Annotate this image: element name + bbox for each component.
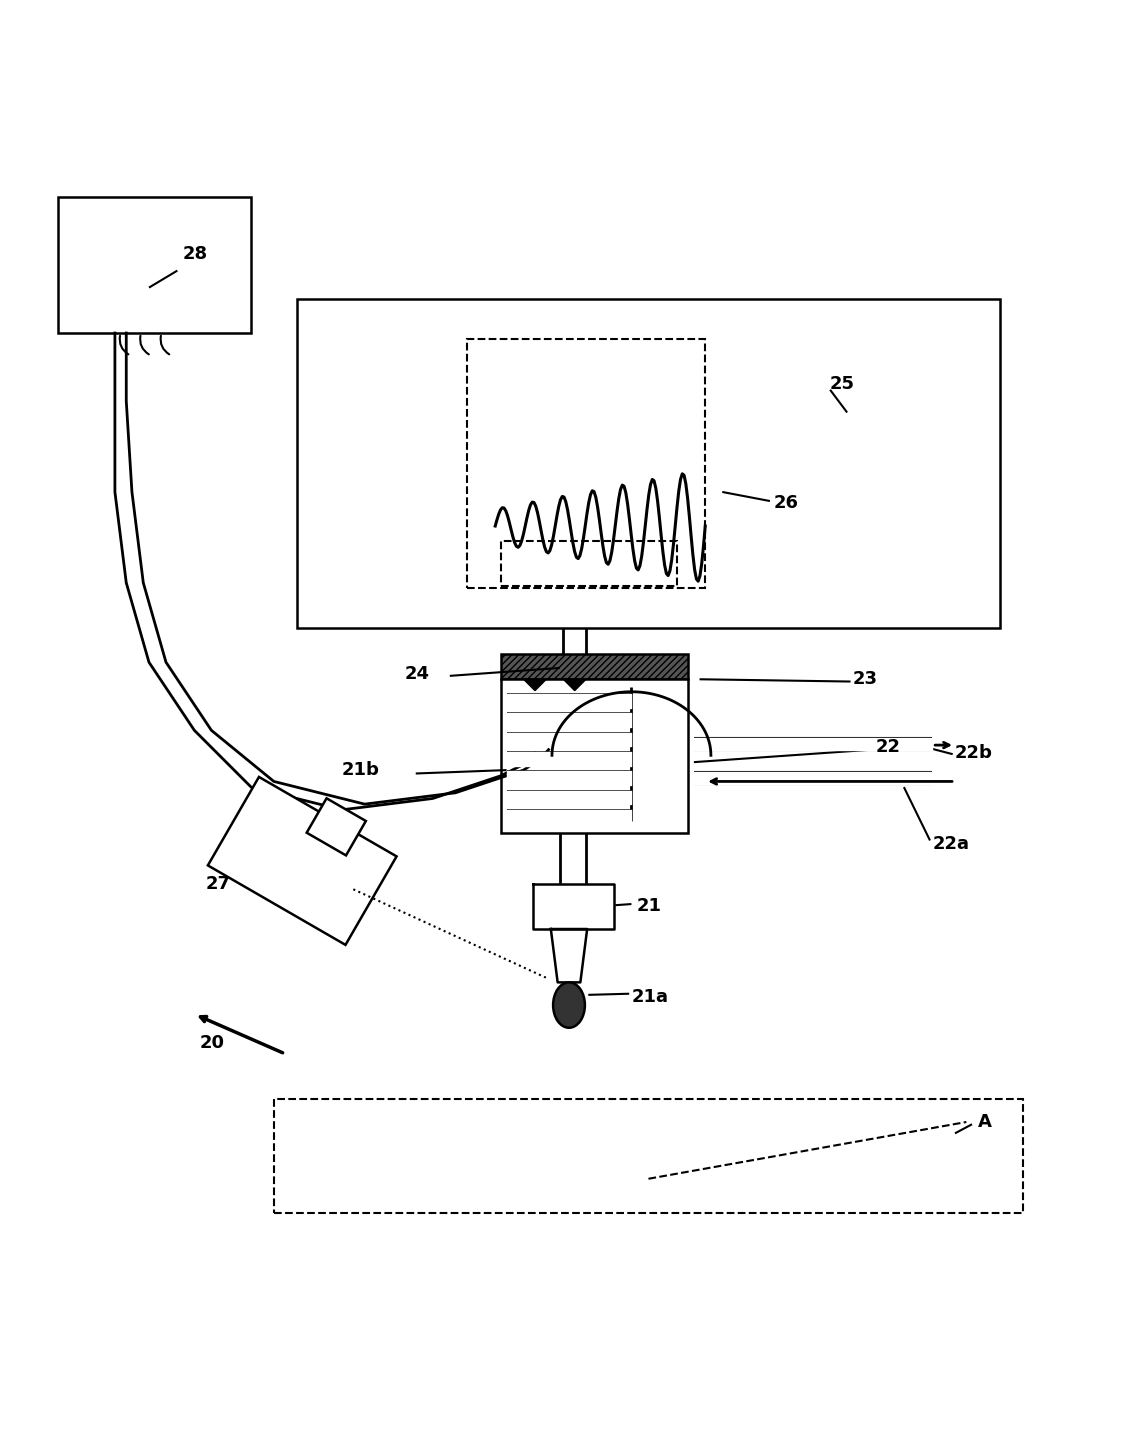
Polygon shape [523, 679, 546, 690]
Text: 22a: 22a [932, 835, 970, 853]
Text: 23: 23 [852, 670, 877, 689]
Text: 27: 27 [206, 874, 231, 893]
Bar [208, 777, 396, 945]
Text: 21: 21 [637, 897, 662, 916]
Bar [501, 654, 688, 679]
Bar [58, 197, 251, 334]
Bar [297, 299, 1000, 628]
Text: 26: 26 [774, 495, 799, 512]
Text: 20: 20 [200, 1034, 225, 1051]
Text: 28: 28 [183, 244, 208, 263]
Polygon shape [551, 929, 587, 982]
Text: 21a: 21a [632, 988, 668, 1007]
Bar [501, 541, 677, 587]
Bar [306, 798, 366, 856]
Bar [274, 1099, 1023, 1212]
Text: 25: 25 [830, 375, 855, 393]
Bar [501, 679, 688, 833]
Polygon shape [563, 679, 586, 690]
Text: 21b: 21b [341, 761, 380, 779]
Text: 22b: 22b [955, 743, 992, 762]
Text: 22: 22 [875, 738, 900, 756]
Ellipse shape [553, 982, 585, 1028]
Text: A: A [978, 1113, 991, 1132]
Bar [467, 339, 706, 588]
Text: 24: 24 [404, 664, 429, 683]
Polygon shape [533, 883, 615, 929]
